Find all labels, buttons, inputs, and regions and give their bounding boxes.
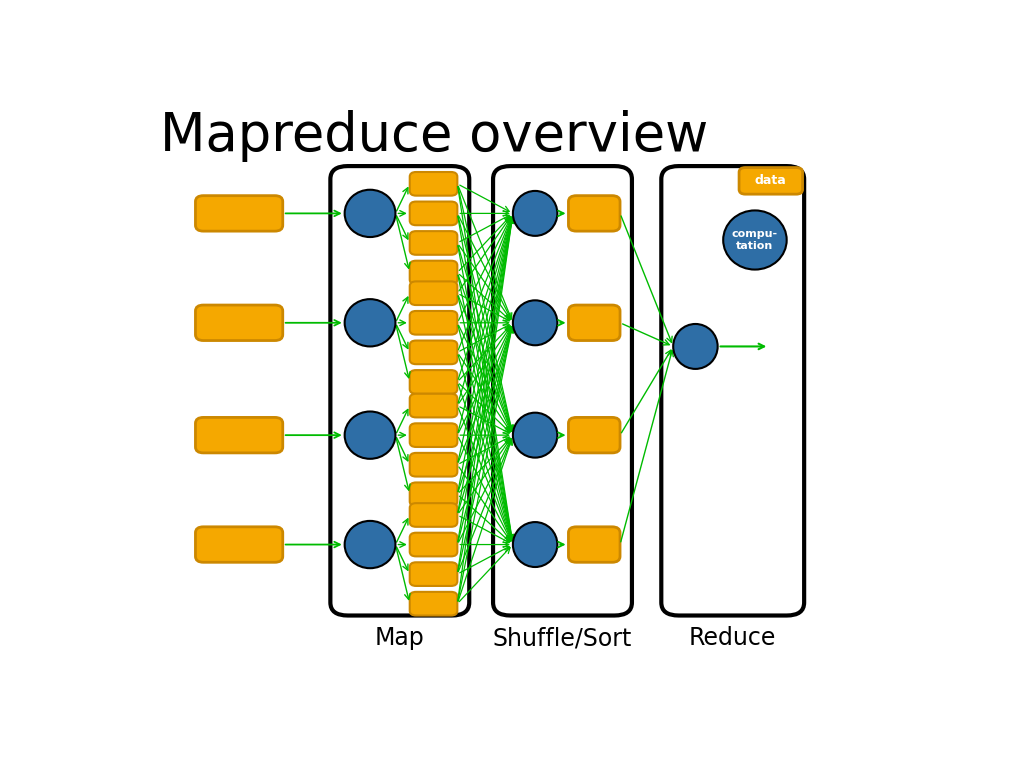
FancyBboxPatch shape <box>410 453 458 476</box>
Ellipse shape <box>345 412 395 458</box>
Text: Reduce: Reduce <box>689 626 776 650</box>
FancyBboxPatch shape <box>568 196 621 231</box>
FancyBboxPatch shape <box>662 166 804 615</box>
FancyBboxPatch shape <box>410 281 458 305</box>
FancyBboxPatch shape <box>410 172 458 196</box>
FancyBboxPatch shape <box>739 167 803 194</box>
Ellipse shape <box>345 521 395 568</box>
FancyBboxPatch shape <box>410 260 458 284</box>
FancyBboxPatch shape <box>410 562 458 586</box>
Ellipse shape <box>345 190 395 237</box>
FancyBboxPatch shape <box>410 592 458 615</box>
FancyBboxPatch shape <box>196 196 283 231</box>
Ellipse shape <box>723 210 786 270</box>
Ellipse shape <box>513 191 557 236</box>
FancyBboxPatch shape <box>410 340 458 364</box>
Ellipse shape <box>513 412 557 458</box>
FancyBboxPatch shape <box>196 527 283 562</box>
FancyBboxPatch shape <box>410 231 458 255</box>
FancyBboxPatch shape <box>410 423 458 447</box>
FancyBboxPatch shape <box>196 418 283 453</box>
FancyBboxPatch shape <box>331 166 469 615</box>
Text: compu-
tation: compu- tation <box>732 229 778 251</box>
FancyBboxPatch shape <box>494 166 632 615</box>
FancyBboxPatch shape <box>410 311 458 335</box>
Ellipse shape <box>345 299 395 346</box>
Text: data: data <box>755 174 786 187</box>
Text: Shuffle/Sort: Shuffle/Sort <box>493 626 632 650</box>
Text: Mapreduce overview: Mapreduce overview <box>160 110 708 162</box>
FancyBboxPatch shape <box>568 527 621 562</box>
FancyBboxPatch shape <box>196 305 283 340</box>
FancyBboxPatch shape <box>410 201 458 225</box>
FancyBboxPatch shape <box>568 305 621 340</box>
FancyBboxPatch shape <box>568 418 621 453</box>
Ellipse shape <box>513 522 557 567</box>
FancyBboxPatch shape <box>410 503 458 527</box>
FancyBboxPatch shape <box>410 482 458 506</box>
Ellipse shape <box>513 300 557 346</box>
Text: Map: Map <box>375 626 425 650</box>
FancyBboxPatch shape <box>410 370 458 394</box>
Ellipse shape <box>673 324 718 369</box>
FancyBboxPatch shape <box>410 394 458 418</box>
FancyBboxPatch shape <box>410 533 458 556</box>
